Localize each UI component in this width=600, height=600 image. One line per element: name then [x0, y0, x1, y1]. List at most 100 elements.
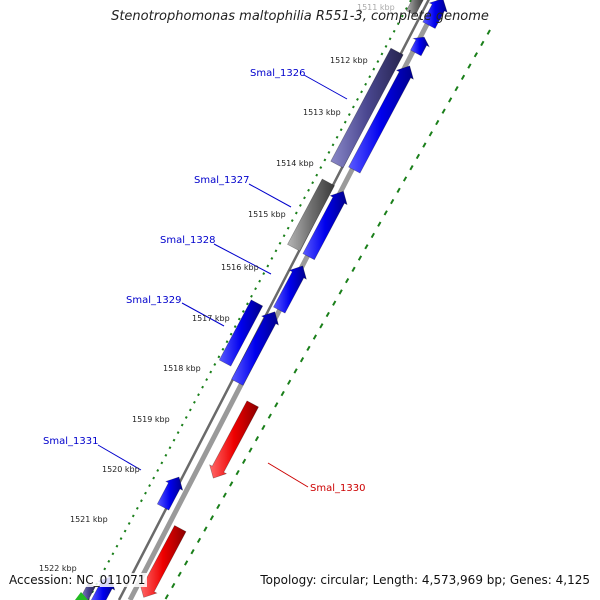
gc-tick	[274, 249, 278, 253]
gc-tick	[225, 340, 229, 344]
gc-tick	[123, 529, 127, 533]
gc-tick	[312, 334, 318, 340]
gc-tick	[237, 317, 241, 321]
gc-tick	[448, 97, 453, 103]
gc-tick	[135, 506, 139, 510]
gene-block[interactable]	[405, 0, 424, 16]
gc-tick	[315, 173, 319, 177]
gc-tick	[364, 82, 368, 86]
gc-tick	[293, 368, 298, 374]
gc-tick	[148, 484, 151, 488]
gc-tick	[190, 548, 195, 555]
gc-tick	[267, 413, 272, 419]
gc-tick	[221, 347, 225, 351]
gc-tick	[327, 150, 331, 154]
gc-tick	[262, 272, 266, 276]
gc-tick	[486, 29, 491, 35]
gene-arrow[interactable]	[302, 190, 348, 261]
gene-arrow[interactable]	[348, 65, 414, 174]
gc-tick	[164, 453, 168, 457]
gene-arrow[interactable]	[410, 36, 430, 57]
gc-tick	[396, 187, 401, 193]
gc-tick	[274, 402, 279, 408]
gc-tick	[229, 481, 234, 487]
gene-label-smal-1327[interactable]: Smal_1327	[194, 175, 250, 186]
gc-tick	[435, 119, 440, 126]
kbp-tick-label: 1521 kbp	[70, 515, 108, 524]
gc-tick	[454, 85, 459, 92]
gc-tick	[241, 458, 247, 464]
genome-summary-text: Topology: circular; Length: 4,573,969 bp…	[258, 573, 592, 587]
gene-arrow-smal-1330[interactable]	[209, 400, 259, 479]
gc-tick	[205, 378, 209, 382]
gc-tick	[115, 544, 119, 548]
gc-tick	[222, 492, 227, 498]
gc-tick	[467, 63, 472, 69]
map-title: Stenotrophomonas maltophilia R551-3, com…	[111, 9, 489, 24]
gc-tick	[405, 7, 408, 10]
kbp-tick-label: 1513 kbp	[303, 108, 341, 117]
gc-tick	[176, 431, 180, 435]
gc-skew-ticks	[87, 0, 491, 600]
gene-label-smal-1326[interactable]: Smal_1326	[250, 68, 306, 79]
gene-label-smal-1331[interactable]: Smal_1331	[43, 436, 99, 447]
gene-block-smal-1329[interactable]	[218, 299, 264, 367]
kbp-tick-label: 1517 kbp	[192, 314, 230, 323]
gc-tick	[156, 469, 160, 472]
gc-tick	[319, 323, 324, 329]
gc-tick	[356, 97, 359, 101]
gc-tick	[209, 515, 214, 521]
gc-tick	[473, 52, 478, 58]
gene-block-smal-1326[interactable]	[330, 47, 404, 169]
gene-label-smal-1328[interactable]: Smal_1328	[160, 235, 216, 246]
kbp-tick-label: 1519 kbp	[132, 415, 170, 424]
gc-tick	[177, 571, 182, 577]
gene-arrow[interactable]	[422, 0, 448, 29]
gc-tick	[140, 499, 143, 503]
gene-arrow-smal-1331[interactable]	[156, 476, 184, 511]
gc-tick	[261, 424, 266, 431]
gc-tick	[171, 582, 176, 589]
leader-smal-1330	[267, 462, 309, 488]
accession-text: Accession: NC_011071	[7, 573, 148, 587]
gc-tick	[368, 75, 372, 79]
gc-tick	[325, 311, 330, 318]
gene-block-smal-1327[interactable]	[287, 178, 335, 252]
gene-arrow[interactable]	[231, 311, 279, 386]
gc-tick	[217, 355, 221, 359]
gc-tick	[307, 188, 310, 192]
gc-tick	[266, 264, 270, 268]
leader-smal-1328	[213, 243, 272, 275]
gc-tick	[282, 234, 286, 238]
gc-tick	[299, 357, 305, 363]
kbp-tick-label: 1511 kbp	[357, 3, 395, 12]
gc-tick	[197, 393, 200, 397]
gc-tick	[364, 244, 369, 250]
gc-tick	[287, 379, 292, 385]
gc-tick	[400, 14, 404, 18]
gene-block[interactable]	[75, 592, 88, 600]
gene-label-smal-1330[interactable]: Smal_1330	[310, 483, 366, 494]
kbp-tick-label: 1520 kbp	[102, 465, 140, 474]
gc-tick	[390, 198, 395, 205]
gc-tick	[254, 287, 257, 291]
gc-tick	[193, 400, 196, 404]
gc-tick	[180, 423, 184, 427]
gc-tick	[347, 113, 351, 116]
gc-tick	[258, 279, 262, 283]
gc-tick	[286, 226, 290, 230]
gc-tick	[203, 526, 208, 532]
gc-tick	[384, 44, 388, 48]
gc-tick	[351, 266, 356, 272]
gc-tick	[311, 181, 315, 185]
gc-tick	[352, 105, 355, 109]
gc-tick	[323, 158, 327, 162]
gc-tick	[388, 37, 392, 41]
gc-tick	[216, 503, 221, 510]
gc-tick	[392, 29, 396, 33]
gene-arrow-smal-1328[interactable]	[273, 265, 307, 314]
gc-tick	[241, 309, 245, 313]
gene-label-smal-1329[interactable]: Smal_1329	[126, 295, 182, 306]
gc-tick	[380, 52, 384, 56]
